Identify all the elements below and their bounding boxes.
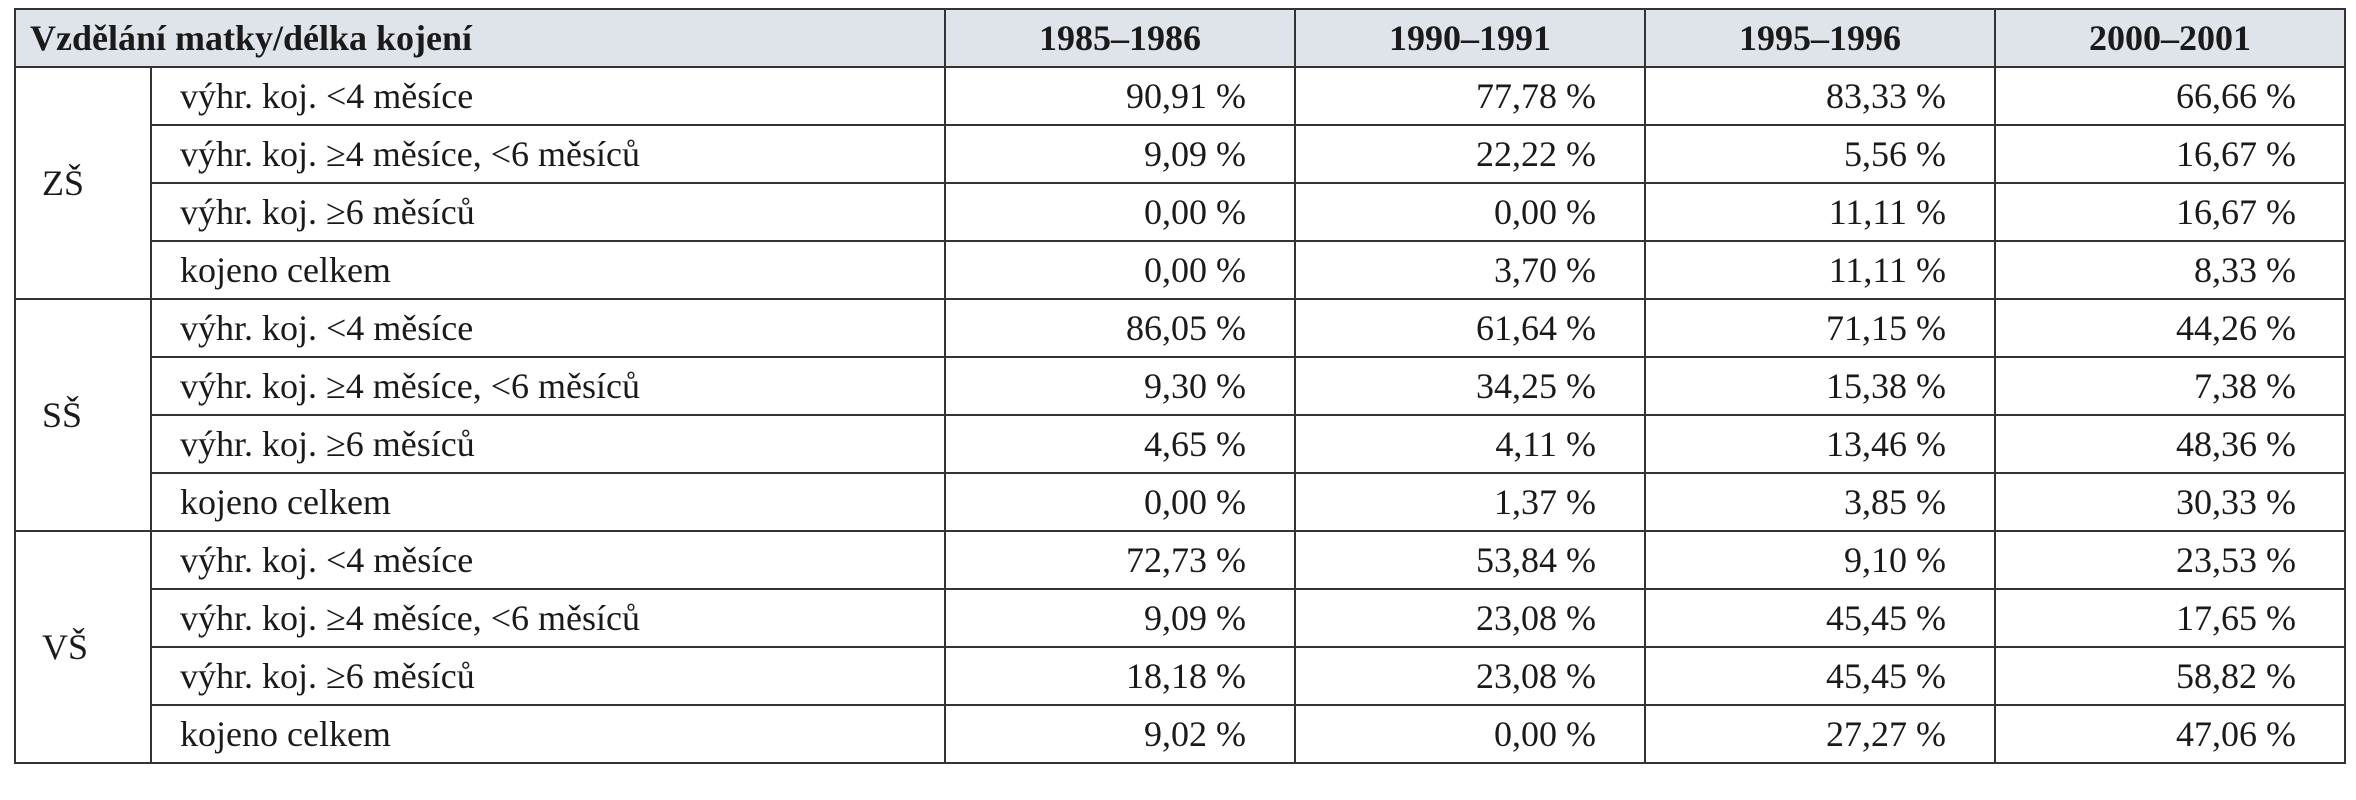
cell-value: 16,67 % bbox=[1994, 124, 2347, 184]
cell-value: 3,70 % bbox=[1294, 240, 1647, 300]
table-row: výhr. koj. ≥4 měsíce, <6 měsíců 9,09 % 22,… bbox=[15, 124, 2347, 184]
table-row: výhr. koj. ≥6 měsíců 4,65 % 4,11 % 13,46 % 4… bbox=[15, 414, 2347, 474]
cell-value: 9,09 % bbox=[944, 124, 1297, 184]
cell-value: 0,00 % bbox=[944, 472, 1297, 532]
cell-value: 22,22 % bbox=[1294, 124, 1647, 184]
cell-value: 45,45 % bbox=[1644, 588, 1997, 648]
table-row: kojeno celkem 9,02 % 0,00 % 27,27 % 47,06 % bbox=[15, 704, 2347, 764]
cell-value: 17,65 % bbox=[1994, 588, 2347, 648]
cell-value: 11,11 % bbox=[1644, 182, 1997, 242]
group-label: ZŠ bbox=[14, 66, 152, 300]
cell-value: 1,37 % bbox=[1294, 472, 1647, 532]
cell-value: 23,53 % bbox=[1994, 530, 2347, 590]
row-label: výhr. koj. ≥6 měsíců bbox=[149, 646, 947, 706]
cell-value: 48,36 % bbox=[1994, 414, 2347, 474]
cell-value: 90,91 % bbox=[944, 66, 1297, 126]
cell-value: 44,26 % bbox=[1994, 298, 2347, 358]
cell-value: 4,11 % bbox=[1294, 414, 1647, 474]
cell-value: 8,33 % bbox=[1994, 240, 2347, 300]
table-row: výhr. koj. ≥6 měsíců 18,18 % 23,08 % 45,45 … bbox=[15, 646, 2347, 706]
cell-value: 23,08 % bbox=[1294, 646, 1647, 706]
row-label: kojeno celkem bbox=[149, 472, 947, 532]
table-row: výhr. koj. ≥6 měsíců 0,00 % 0,00 % 11,11 % 1… bbox=[15, 182, 2347, 242]
cell-value: 9,09 % bbox=[944, 588, 1297, 648]
cell-value: 27,27 % bbox=[1644, 704, 1997, 764]
cell-value: 58,82 % bbox=[1994, 646, 2347, 706]
cell-value: 61,64 % bbox=[1294, 298, 1647, 358]
table-row: výhr. koj. ≥4 měsíce, <6 měsíců 9,30 % 34,… bbox=[15, 356, 2347, 416]
cell-value: 0,00 % bbox=[944, 182, 1297, 242]
table-row: SŠ výhr. koj. <4 měsíce 86,05 % 61,64 % 71,1… bbox=[14, 298, 2347, 532]
row-label: výhr. koj. ≥6 měsíců bbox=[149, 414, 947, 474]
cell-value: 34,25 % bbox=[1294, 356, 1647, 416]
cell-value: 66,66 % bbox=[1994, 66, 2347, 126]
cell-value: 86,05 % bbox=[944, 298, 1297, 358]
cell-value: 3,85 % bbox=[1644, 472, 1997, 532]
cell-value: 9,10 % bbox=[1644, 530, 1997, 590]
cell-value: 7,38 % bbox=[1994, 356, 2347, 416]
table-row: výhr. koj. ≥4 měsíce, <6 měsíců 9,09 % 23,… bbox=[15, 588, 2347, 648]
row-label: výhr. koj. <4 měsíce bbox=[149, 298, 947, 358]
cell-value: 71,15 % bbox=[1644, 298, 1997, 358]
table-row: kojeno celkem 0,00 % 3,70 % 11,11 % 8,33 % bbox=[15, 240, 2347, 300]
cell-value: 9,30 % bbox=[944, 356, 1297, 416]
cell-value: 53,84 % bbox=[1294, 530, 1647, 590]
row-label: výhr. koj. ≥4 měsíce, <6 měsíců bbox=[149, 588, 947, 648]
cell-value: 16,67 % bbox=[1994, 182, 2347, 242]
group-label: VŠ bbox=[14, 530, 152, 764]
table-body: ZŠ výhr. koj. <4 měsíce 90,91 % 77,78 % 83,3… bbox=[14, 66, 2347, 764]
group-label: SŠ bbox=[14, 298, 152, 532]
cell-value: 0,00 % bbox=[1294, 182, 1647, 242]
cell-value: 4,65 % bbox=[944, 414, 1297, 474]
header-period: 1990–1991 bbox=[1294, 8, 1647, 68]
cell-value: 83,33 % bbox=[1644, 66, 1997, 126]
cell-value: 13,46 % bbox=[1644, 414, 1997, 474]
row-label: výhr. koj. ≥4 měsíce, <6 měsíců bbox=[149, 124, 947, 184]
cell-value: 30,33 % bbox=[1994, 472, 2347, 532]
cell-value: 45,45 % bbox=[1644, 646, 1997, 706]
table-row: kojeno celkem 0,00 % 1,37 % 3,85 % 30,33 % bbox=[15, 472, 2347, 532]
header-title: Vzdělání matky/délka kojení bbox=[13, 8, 947, 68]
table-row: VŠ výhr. koj. <4 měsíce 72,73 % 53,84 % 9,10… bbox=[14, 530, 2347, 764]
cell-value: 9,02 % bbox=[944, 704, 1297, 764]
cell-value: 72,73 % bbox=[944, 530, 1297, 590]
data-table: Vzdělání matky/délka kojení 1985–1986 1990… bbox=[13, 8, 2347, 764]
cell-value: 77,78 % bbox=[1294, 66, 1647, 126]
header-row: Vzdělání matky/délka kojení 1985–1986 1990… bbox=[13, 8, 2347, 68]
header-period: 2000–2001 bbox=[1994, 8, 2347, 68]
header-period: 1995–1996 bbox=[1644, 8, 1997, 68]
cell-value: 5,56 % bbox=[1644, 124, 1997, 184]
row-label: výhr. koj. <4 měsíce bbox=[149, 530, 947, 590]
row-label: kojeno celkem bbox=[149, 240, 947, 300]
table-row: ZŠ výhr. koj. <4 měsíce 90,91 % 77,78 % 83,3… bbox=[14, 66, 2347, 300]
cell-value: 47,06 % bbox=[1994, 704, 2347, 764]
row-label: výhr. koj. <4 měsíce bbox=[149, 66, 947, 126]
row-label: výhr. koj. ≥4 měsíce, <6 měsíců bbox=[149, 356, 947, 416]
cell-value: 15,38 % bbox=[1644, 356, 1997, 416]
cell-value: 11,11 % bbox=[1644, 240, 1997, 300]
header-period: 1985–1986 bbox=[944, 8, 1297, 68]
row-label: kojeno celkem bbox=[149, 704, 947, 764]
cell-value: 18,18 % bbox=[944, 646, 1297, 706]
row-label: výhr. koj. ≥6 měsíců bbox=[149, 182, 947, 242]
cell-value: 23,08 % bbox=[1294, 588, 1647, 648]
cell-value: 0,00 % bbox=[944, 240, 1297, 300]
cell-value: 0,00 % bbox=[1294, 704, 1647, 764]
